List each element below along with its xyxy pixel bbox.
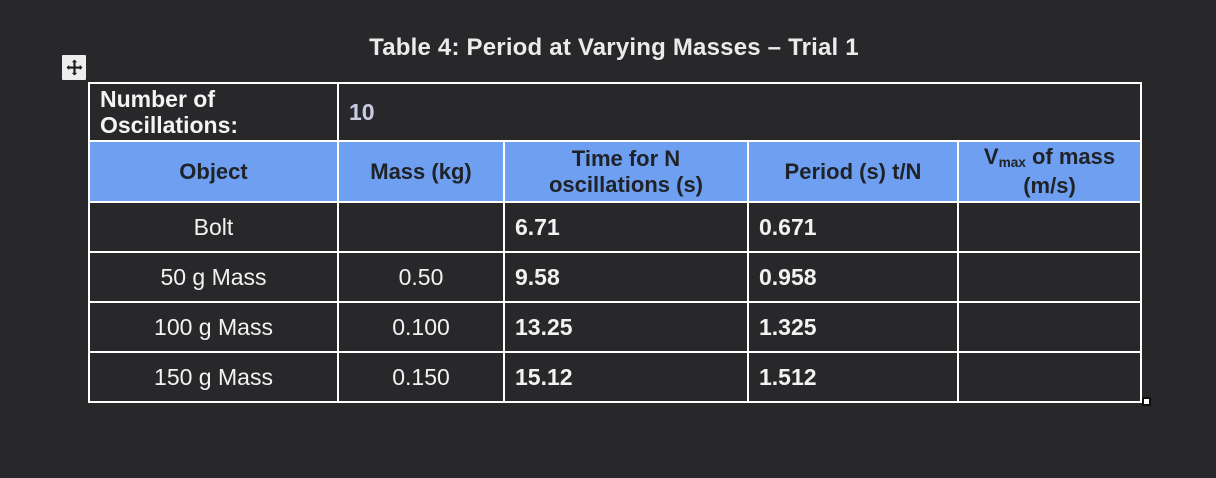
oscillations-label-line2: Oscillations:	[100, 112, 239, 138]
oscillations-label-cell[interactable]: Number of Oscillations:	[88, 82, 339, 142]
cell-mass[interactable]: 0.100	[337, 301, 505, 353]
header-object[interactable]: Object	[88, 140, 339, 203]
header-mass[interactable]: Mass (kg)	[337, 140, 505, 203]
table-row-oscillations: Number of Oscillations: 10	[88, 82, 1143, 142]
cell-period[interactable]: 1.325	[747, 301, 959, 353]
data-table: Number of Oscillations: 10 Object Mass (…	[88, 82, 1143, 403]
cell-time[interactable]: 15.12	[503, 351, 749, 403]
move-icon	[66, 59, 83, 76]
cell-object[interactable]: 150 g Mass	[88, 351, 339, 403]
cell-period[interactable]: 0.958	[747, 251, 959, 303]
header-time-line1: Time for N	[571, 145, 681, 171]
cell-vmax[interactable]	[956, 301, 1143, 353]
table-resize-handle[interactable]	[1142, 397, 1151, 406]
table-header-row: Object Mass (kg) Time for N oscillations…	[88, 140, 1143, 203]
header-time-line2: oscillations (s)	[548, 171, 704, 197]
cell-time[interactable]: 6.71	[503, 201, 749, 253]
cell-mass[interactable]	[337, 201, 505, 253]
cell-mass[interactable]: 0.50	[337, 251, 505, 303]
cell-mass[interactable]: 0.150	[337, 351, 505, 403]
cell-time[interactable]: 9.58	[503, 251, 749, 303]
header-vmax[interactable]: Vmax of mass (m/s)	[956, 140, 1143, 203]
table-row: Bolt 6.71 0.671	[88, 201, 1143, 253]
table-row: 150 g Mass 0.150 15.12 1.512	[88, 351, 1143, 403]
header-time[interactable]: Time for N oscillations (s)	[503, 140, 749, 203]
table-row: 100 g Mass 0.100 13.25 1.325	[88, 301, 1143, 353]
table-title: Table 4: Period at Varying Masses – Tria…	[369, 34, 859, 61]
table-row: 50 g Mass 0.50 9.58 0.958	[88, 251, 1143, 303]
cell-object[interactable]: Bolt	[88, 201, 339, 253]
cell-vmax[interactable]	[956, 351, 1143, 403]
table-move-handle[interactable]	[62, 55, 86, 80]
cell-vmax[interactable]	[956, 251, 1143, 303]
oscillations-value-cell[interactable]: 10	[336, 82, 1143, 142]
cell-object[interactable]: 50 g Mass	[88, 251, 339, 303]
header-period[interactable]: Period (s) t/N	[747, 140, 959, 203]
oscillations-label-line1: Number of	[100, 86, 215, 112]
cell-period[interactable]: 0.671	[747, 201, 959, 253]
cell-object[interactable]: 100 g Mass	[88, 301, 339, 353]
header-vmax-line1: Vmax of mass	[983, 144, 1116, 170]
cell-period[interactable]: 1.512	[747, 351, 959, 403]
header-vmax-line2: (m/s)	[1023, 173, 1076, 198]
cell-vmax[interactable]	[956, 201, 1143, 253]
cell-time[interactable]: 13.25	[503, 301, 749, 353]
